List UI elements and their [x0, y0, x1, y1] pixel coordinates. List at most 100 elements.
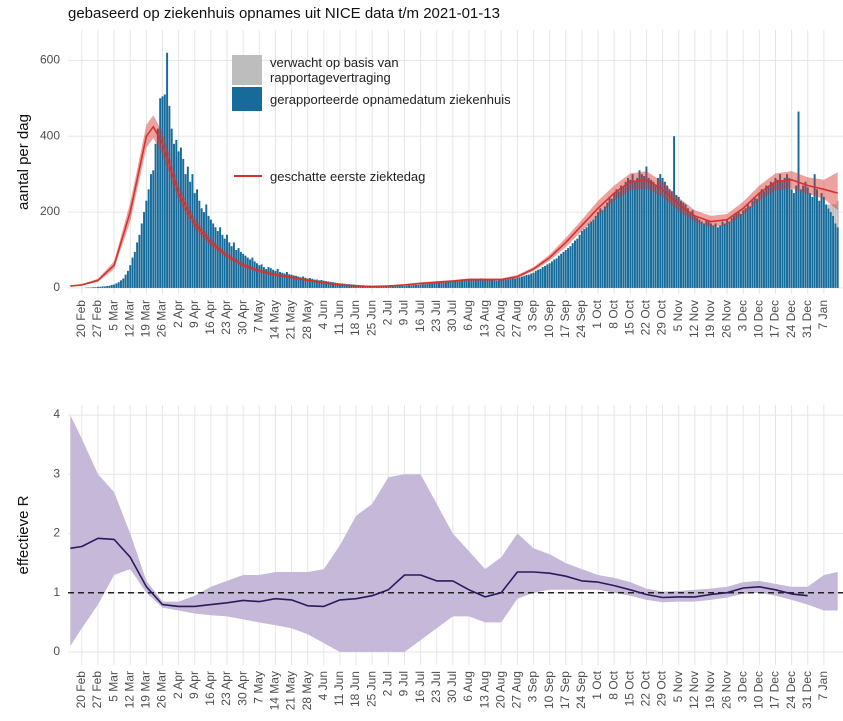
bar [138, 234, 141, 288]
x-tick-label: 1 Oct [590, 299, 604, 328]
bar [173, 143, 175, 288]
bar [735, 213, 738, 288]
bar [733, 215, 735, 288]
bar [574, 240, 576, 288]
y-tick-label: 2 [53, 526, 60, 540]
bar [322, 280, 325, 288]
bar [497, 280, 500, 288]
bar [661, 177, 664, 288]
bar [712, 225, 715, 288]
x-tick-label: 11 Jun [332, 300, 346, 335]
bar [656, 177, 659, 288]
y-tick-label: 0 [53, 280, 60, 294]
bar [633, 181, 636, 288]
x-tick-label: 27 Feb [90, 671, 104, 709]
bar-expected [827, 204, 830, 209]
bar [477, 279, 480, 288]
bar [292, 275, 295, 288]
bar [746, 204, 749, 288]
bar [382, 286, 385, 288]
bar [567, 248, 570, 288]
bar [539, 268, 542, 288]
bar [255, 263, 258, 288]
bar [279, 272, 281, 288]
marks [68, 52, 843, 652]
x-tick-label: 14 May [268, 300, 282, 339]
line [70, 125, 838, 288]
legend-swatch [232, 55, 262, 85]
x-tick-label: 8 Oct [606, 299, 620, 328]
x-tick-label: 30 Jul [445, 300, 459, 332]
bar-expected [829, 204, 832, 213]
bar [804, 181, 807, 288]
bar [223, 238, 226, 288]
x-tick-label: 16 Jul [413, 671, 427, 703]
bar [788, 177, 791, 288]
bar [555, 258, 558, 288]
bar [140, 223, 143, 288]
bar [534, 270, 537, 288]
bar [820, 193, 823, 288]
bar [756, 198, 759, 288]
bar [391, 286, 394, 288]
x-tick-label: 1 Oct [590, 670, 604, 699]
confidence-band [70, 115, 838, 288]
x-tick-label: 9 Jul [397, 671, 411, 696]
bar [525, 275, 528, 288]
x-tick-label: 2 Jul [380, 671, 394, 696]
bar [730, 217, 733, 288]
bar [117, 282, 120, 288]
bar [329, 281, 332, 288]
bar [613, 193, 616, 288]
bar [207, 215, 210, 288]
bar [495, 280, 498, 288]
bar [262, 267, 265, 288]
bar [189, 181, 192, 288]
x-tick-label: 16 Apr [203, 300, 217, 335]
x-tick-label: 4 Jun [316, 671, 330, 700]
bar [758, 193, 761, 288]
bar [435, 283, 438, 288]
bar [737, 212, 740, 288]
x-tick-label: 24 Sep [574, 300, 588, 338]
x-tick-label: 20 Feb [74, 671, 88, 709]
bar [186, 166, 189, 288]
x-tick-label: 25 Jun [364, 671, 378, 707]
bar [486, 279, 489, 288]
bar [772, 183, 775, 288]
bar [474, 278, 477, 288]
x-tick-label: 19 Nov [703, 671, 717, 709]
bar [198, 200, 201, 288]
bar [265, 268, 268, 288]
bar [527, 274, 530, 288]
legend-label: verwacht op basis van rapportagevertragi… [270, 55, 399, 85]
bar [216, 231, 219, 288]
bar [313, 279, 316, 288]
x-tick-label: 29 Oct [655, 299, 669, 335]
x-tick-label: 7 May [251, 671, 265, 704]
bar [827, 208, 830, 288]
bar [610, 198, 613, 288]
x-tick-label: 12 Mar [122, 671, 136, 708]
bar [684, 204, 687, 288]
x-tick-label: 27 Aug [510, 671, 524, 708]
bar [200, 208, 203, 288]
bar [417, 284, 420, 288]
bar [470, 279, 473, 288]
bar [627, 177, 629, 288]
bar [463, 279, 466, 288]
bar [675, 195, 678, 288]
x-tick-label: 23 Apr [219, 300, 233, 335]
bar [583, 229, 586, 288]
bar [518, 277, 521, 288]
bar [638, 170, 641, 288]
bar [461, 280, 464, 288]
bar [742, 210, 745, 288]
x-tick-label: 31 Dec [800, 671, 814, 709]
x-tick-label: 3 Sep [526, 671, 540, 703]
x-tick-label: 5 Nov [671, 300, 685, 331]
bar [479, 278, 482, 288]
bar [590, 221, 593, 288]
bar [394, 286, 397, 288]
bar [161, 96, 164, 288]
